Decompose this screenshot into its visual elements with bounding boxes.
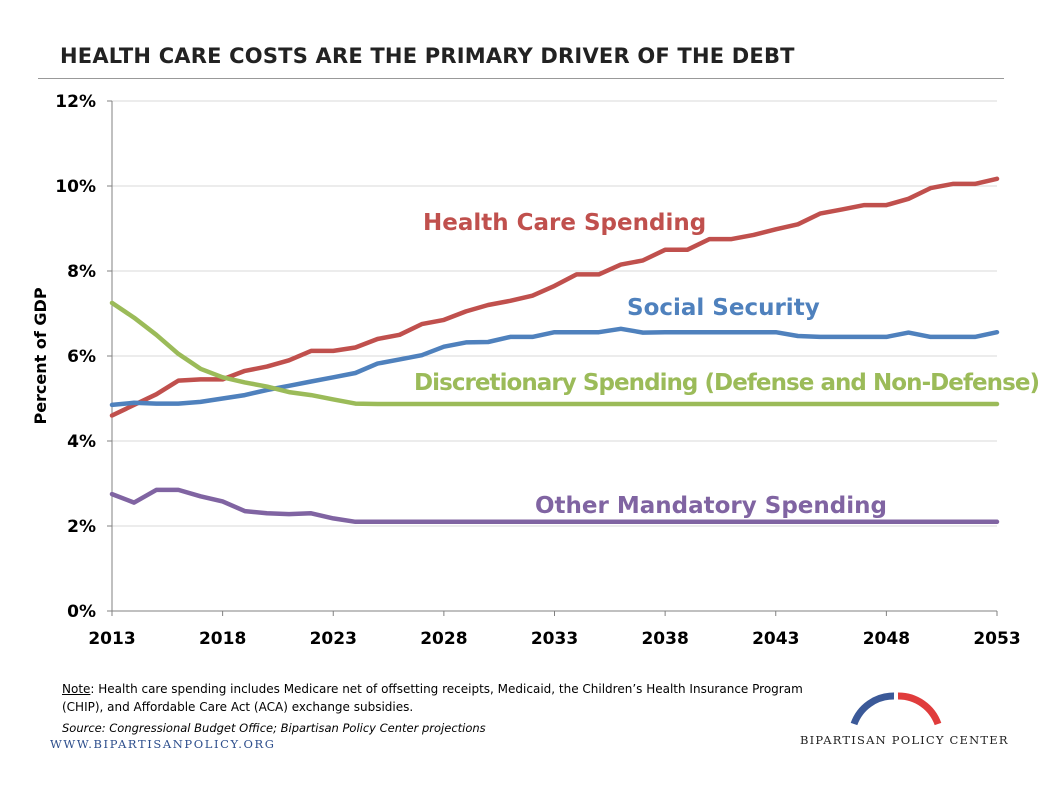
series-line-1: [109, 326, 1000, 408]
series-label-1: Social Security: [627, 295, 820, 321]
y-tick-label: 8%: [67, 262, 96, 282]
footnote: Note: Health care spending includes Medi…: [62, 680, 842, 716]
gridlines: [112, 100, 997, 527]
note-label: Note: [62, 682, 91, 696]
y-tick-label: 12%: [55, 92, 96, 112]
chart-title: HEALTH CARE COSTS ARE THE PRIMARY DRIVER…: [60, 44, 795, 68]
y-axis-ticks: 0% 2% 4% 6% 8% 10% 12%: [55, 92, 112, 622]
y-tick-label: 6%: [67, 347, 96, 367]
org-name: BIPARTISAN POLICY CENTER: [800, 733, 1009, 747]
x-tick-label: 2023: [310, 629, 357, 649]
x-tick-label: 2038: [641, 629, 688, 649]
source-line: Source: Congressional Budget Office; Bip…: [62, 721, 486, 735]
y-tick-label: 2%: [67, 517, 96, 537]
series-label-2: Discretionary Spending (Defense and Non-…: [414, 370, 1040, 396]
y-axis-label: Percent of GDP: [31, 287, 50, 424]
note-text: : Health care spending includes Medicare…: [62, 682, 803, 714]
x-tick-label: 2028: [420, 629, 467, 649]
series-line-0: [109, 176, 1000, 418]
series-label-3: Other Mandatory Spending: [535, 493, 887, 519]
x-tick-label: 2043: [752, 629, 799, 649]
logo-right-arc: [897, 692, 942, 726]
x-tick-label: 2048: [863, 629, 910, 649]
x-axis-ticks: 2013 2018 2023 2028 2033 2038 2043 2048 2053: [88, 611, 1021, 649]
series-line-3: [109, 487, 1000, 525]
y-tick-label: 0%: [67, 602, 96, 622]
series-label-0: Health Care Spending: [423, 210, 706, 236]
series-lines: [109, 176, 1000, 525]
line-chart: 0% 2% 4% 6% 8% 10% 12% 2013 2018 2023 2028 2033 203…: [31, 92, 1040, 649]
x-tick-label: 2033: [531, 629, 578, 649]
y-tick-label: 10%: [55, 177, 96, 197]
x-tick-label: 2013: [88, 629, 135, 649]
x-tick-label: 2053: [973, 629, 1020, 649]
series-line-2: [109, 300, 1000, 407]
x-tick-label: 2018: [199, 629, 246, 649]
y-tick-label: 4%: [67, 432, 96, 452]
series-labels: Health Care Spending Social Security Discr…: [414, 210, 1040, 519]
website-link[interactable]: WWW.BIPARTISANPOLICY.ORG: [50, 737, 276, 751]
org-logo: [850, 692, 942, 726]
logo-left-arc: [850, 692, 895, 726]
title-divider: [38, 78, 1004, 79]
